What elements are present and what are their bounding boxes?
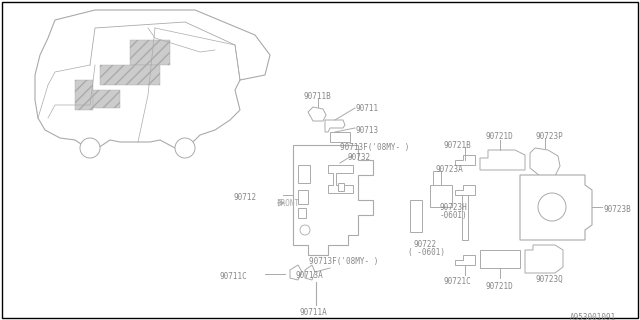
Text: 90711A: 90711A: [300, 308, 328, 317]
Text: 90723A: 90723A: [435, 165, 463, 174]
Text: 90711: 90711: [355, 104, 378, 113]
Polygon shape: [520, 175, 592, 240]
Bar: [298, 190, 308, 204]
Text: ( -0601): ( -0601): [408, 248, 445, 257]
Bar: [130, 40, 170, 65]
Polygon shape: [325, 120, 345, 132]
Bar: [430, 185, 452, 207]
Bar: [298, 165, 310, 183]
Polygon shape: [293, 145, 373, 255]
Circle shape: [175, 138, 195, 158]
Bar: [338, 183, 344, 191]
Text: 90721B: 90721B: [443, 141, 471, 150]
Polygon shape: [328, 165, 353, 193]
Text: 90713: 90713: [356, 126, 379, 135]
Polygon shape: [308, 107, 326, 121]
Circle shape: [538, 193, 566, 221]
Text: 90713A: 90713A: [295, 271, 323, 280]
Polygon shape: [455, 255, 475, 265]
Text: 90721D: 90721D: [485, 282, 513, 291]
Bar: [298, 208, 306, 218]
Text: 90732: 90732: [348, 153, 371, 162]
Text: 90711C: 90711C: [220, 272, 248, 281]
Polygon shape: [525, 245, 563, 273]
Text: 90723B: 90723B: [603, 205, 631, 214]
Text: 90713F('08MY- ): 90713F('08MY- ): [309, 257, 378, 266]
Text: 90722: 90722: [413, 240, 436, 249]
Text: 90723H: 90723H: [440, 203, 468, 212]
Bar: [330, 132, 350, 142]
Text: 90712: 90712: [233, 193, 256, 202]
Polygon shape: [455, 155, 475, 165]
Polygon shape: [530, 148, 560, 176]
Text: 90723P: 90723P: [535, 132, 563, 141]
Text: 90721C: 90721C: [443, 277, 471, 286]
Text: -060I): -060I): [440, 211, 468, 220]
Bar: [433, 171, 441, 185]
Bar: [75, 80, 93, 110]
Polygon shape: [305, 265, 315, 280]
Text: 90721D: 90721D: [485, 132, 513, 141]
Circle shape: [80, 138, 100, 158]
Polygon shape: [290, 265, 302, 280]
Bar: [462, 195, 468, 240]
Bar: [90, 90, 120, 108]
Polygon shape: [35, 10, 270, 148]
Text: 90711B: 90711B: [303, 92, 331, 101]
Bar: [410, 200, 422, 232]
Polygon shape: [480, 150, 525, 170]
Text: 90713F('08MY- ): 90713F('08MY- ): [340, 143, 410, 152]
Bar: [480, 250, 520, 268]
Polygon shape: [455, 185, 475, 195]
Text: 90723Q: 90723Q: [535, 275, 563, 284]
Text: A953001091: A953001091: [570, 313, 616, 320]
Circle shape: [300, 225, 310, 235]
Text: FRONT: FRONT: [276, 199, 299, 208]
Bar: [100, 65, 160, 85]
